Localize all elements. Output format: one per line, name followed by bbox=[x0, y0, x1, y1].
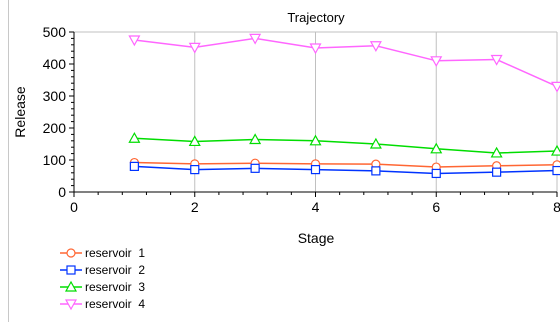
legend-swatch bbox=[60, 298, 82, 310]
data-point bbox=[309, 134, 322, 146]
y-tick-label: 0 bbox=[58, 184, 66, 200]
data-point bbox=[249, 33, 262, 45]
series-2 bbox=[129, 161, 560, 179]
legend-swatch-marker bbox=[64, 298, 78, 310]
x-tick-label: 0 bbox=[70, 199, 78, 215]
axes: 0 100 200 300 400 500 0 2 4 6 8 bbox=[43, 24, 560, 215]
legend-swatch-marker bbox=[66, 264, 76, 275]
data-point bbox=[369, 137, 382, 149]
legend-swatch-marker bbox=[64, 280, 78, 292]
y-tick-label: 400 bbox=[43, 56, 67, 72]
data-point bbox=[188, 135, 201, 147]
series-group bbox=[128, 33, 560, 179]
y-tick-label: 500 bbox=[43, 24, 67, 40]
series-line bbox=[134, 161, 558, 168]
data-point bbox=[249, 133, 262, 145]
data-point bbox=[129, 161, 139, 171]
y-tick-label: 300 bbox=[43, 88, 67, 104]
legend: reservoir 1 reservoir 2 reservoir 3 reservo… bbox=[60, 244, 145, 312]
x-axis-label: Stage bbox=[298, 230, 335, 246]
legend-label: reservoir 4 bbox=[85, 296, 146, 311]
y-axis-label: Release bbox=[12, 86, 28, 138]
data-point bbox=[552, 165, 560, 176]
data-point bbox=[371, 166, 381, 176]
legend-swatch-marker bbox=[66, 247, 76, 258]
x-tick-label: 6 bbox=[432, 199, 440, 215]
data-point bbox=[490, 146, 503, 158]
legend-swatch bbox=[60, 247, 82, 258]
data-point bbox=[550, 81, 560, 93]
data-point bbox=[309, 43, 322, 55]
legend-swatch bbox=[60, 280, 82, 292]
x-tick-label: 8 bbox=[553, 199, 560, 215]
chart-title: Trajectory bbox=[287, 10, 345, 25]
data-point bbox=[128, 132, 141, 143]
data-point bbox=[250, 163, 260, 173]
legend-swatch bbox=[60, 264, 82, 275]
legend-item: reservoir 3 bbox=[60, 278, 145, 295]
data-point bbox=[492, 167, 502, 177]
x-tick-label: 4 bbox=[312, 199, 320, 215]
legend-item: reservoir 4 bbox=[60, 295, 145, 312]
series-line bbox=[134, 165, 558, 175]
data-point bbox=[431, 168, 441, 179]
y-tick-label: 100 bbox=[43, 152, 67, 168]
data-point bbox=[490, 54, 503, 66]
data-point bbox=[190, 165, 200, 175]
data-point bbox=[430, 56, 443, 68]
data-point bbox=[188, 42, 201, 54]
legend-label: reservoir 1 bbox=[85, 245, 146, 260]
data-point bbox=[369, 41, 382, 52]
legend-label: reservoir 2 bbox=[85, 262, 146, 277]
data-point bbox=[310, 165, 321, 175]
data-point bbox=[430, 142, 443, 154]
panel-divider bbox=[8, 0, 9, 322]
series-line bbox=[134, 37, 558, 88]
legend-item: reservoir 1 bbox=[60, 244, 145, 261]
data-point bbox=[128, 35, 141, 47]
legend-label: reservoir 3 bbox=[85, 279, 146, 294]
legend-item: reservoir 2 bbox=[60, 261, 145, 278]
y-tick-label: 200 bbox=[43, 120, 67, 136]
series-3 bbox=[128, 132, 560, 158]
series-4 bbox=[128, 33, 560, 93]
series-line bbox=[134, 137, 558, 154]
x-tick-label: 2 bbox=[191, 199, 199, 215]
